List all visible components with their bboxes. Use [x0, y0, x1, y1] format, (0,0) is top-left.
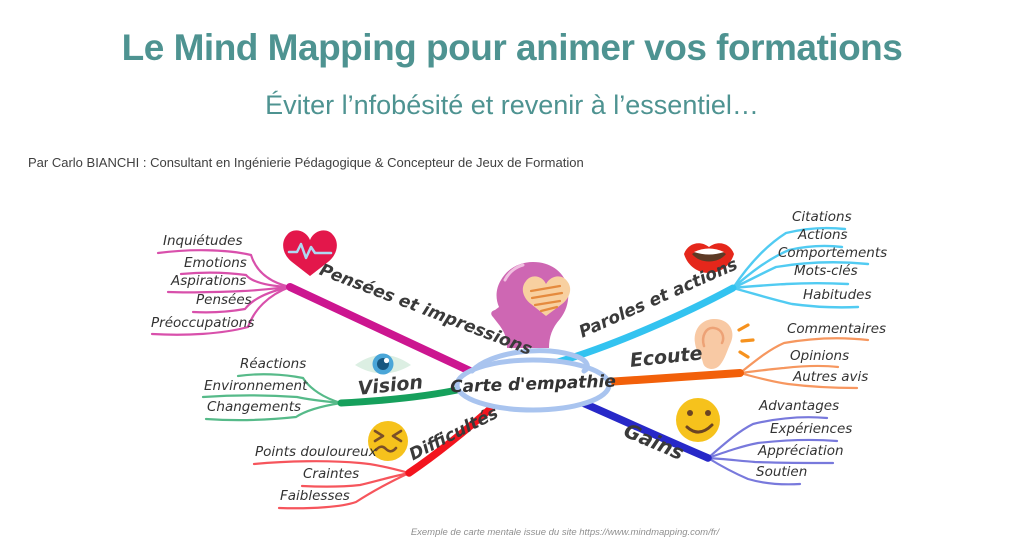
child-topic-label: Habitudes: [803, 287, 872, 303]
eye-icon: [355, 353, 411, 375]
child-topic-label: Points douloureux: [255, 444, 377, 460]
child-topic-label: Appréciation: [758, 443, 844, 459]
child-topic-label: Préoccupations: [151, 315, 255, 331]
child-topic-label: Citations: [792, 209, 852, 225]
branch-ecoute-children-lines: [738, 337, 870, 390]
branch-difficultes-children-lines: [252, 460, 411, 510]
child-topic-label: Changements: [207, 399, 302, 415]
branch-pensees-trunk: [286, 283, 474, 375]
empathy-head-icon: [491, 262, 571, 348]
child-topic-label: Craintes: [303, 466, 360, 482]
child-topic-label: Réactions: [240, 356, 307, 372]
child-topic-label: Faiblesses: [280, 488, 350, 504]
branch-pensees-children-lines: [150, 249, 292, 336]
child-topic-label: Inquiétudes: [163, 233, 243, 249]
branch-ecoute-trunk: [602, 369, 744, 386]
branch-gains-trunk: [570, 395, 712, 462]
child-topic-label: Commentaires: [787, 321, 887, 337]
child-topic-label: Soutien: [756, 464, 808, 480]
ear-icon: [694, 318, 755, 369]
branch-vision-children-lines: [201, 373, 343, 422]
sound-waves-icon: [737, 323, 755, 359]
heart-pulse-icon: [283, 230, 337, 276]
child-topic-label: Environnement: [204, 378, 308, 394]
branch-difficultes-trunk: [405, 399, 501, 477]
source-caption: Exemple de carte mentale issue du site h…: [410, 527, 720, 538]
smiley-face-icon: [676, 398, 720, 442]
child-topic-label: Expériences: [770, 421, 853, 437]
lips-icon: [684, 243, 734, 273]
child-topic-label: Aspirations: [171, 273, 247, 289]
child-topic-label: Emotions: [184, 255, 247, 271]
center-topic-bubble: [454, 348, 612, 413]
branch-paroles-children-lines: [731, 226, 870, 309]
child-topic-label: Autres avis: [793, 369, 869, 385]
branch-vision-trunk: [337, 385, 466, 407]
child-topic-label: Advantages: [759, 398, 840, 414]
page-subtitle: Éviter l’nfobésité et revenir à l’essent…: [265, 90, 759, 120]
child-topic-label: Mots-clés: [794, 263, 858, 279]
child-topic-label: Pensées: [196, 292, 252, 308]
child-topic-label: Actions: [798, 227, 848, 243]
author-line: Par Carlo BIANCHI : Consultant en Ingéni…: [28, 155, 584, 170]
branch-gains-children-lines: [706, 416, 839, 486]
child-topic-label: Comportements: [778, 245, 888, 261]
confounded-face-icon: [368, 421, 408, 461]
page-title: Le Mind Mapping pour animer vos formatio…: [121, 27, 903, 68]
child-topic-label: Opinions: [790, 348, 850, 364]
